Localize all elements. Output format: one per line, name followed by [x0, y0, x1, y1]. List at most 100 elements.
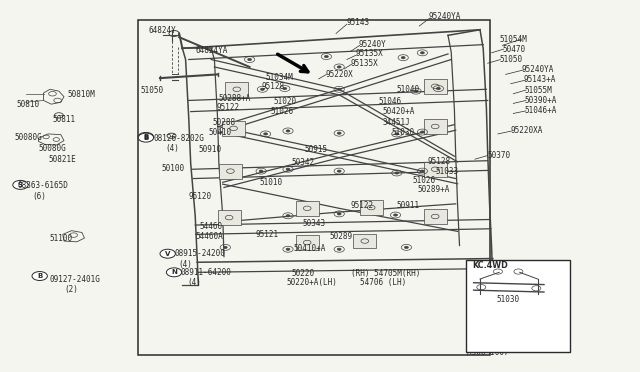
Text: B: B	[143, 135, 148, 141]
Text: 51030: 51030	[496, 295, 519, 304]
Text: 34451J: 34451J	[383, 118, 410, 126]
Text: 95135X: 95135X	[351, 59, 378, 68]
Circle shape	[404, 246, 408, 248]
Text: 50289: 50289	[330, 232, 353, 241]
Text: 50100: 50100	[161, 164, 184, 173]
Circle shape	[420, 52, 424, 54]
Bar	[424, 79, 447, 94]
Circle shape	[264, 133, 268, 135]
Text: 08911-64200: 08911-64200	[180, 268, 231, 277]
Text: 64824Y: 64824Y	[148, 26, 176, 35]
Text: 50220: 50220	[291, 269, 314, 278]
Text: 50420+A: 50420+A	[383, 107, 415, 116]
Text: 08363-6165D: 08363-6165D	[18, 182, 68, 190]
Circle shape	[420, 170, 424, 172]
Text: B: B	[143, 134, 148, 140]
Circle shape	[337, 66, 341, 68]
Text: 51100: 51100	[50, 234, 73, 243]
Text: 95240YA: 95240YA	[522, 65, 554, 74]
Circle shape	[394, 214, 397, 216]
Text: 50289+A: 50289+A	[417, 185, 450, 194]
Text: 50911: 50911	[397, 201, 420, 210]
Text: 50080G: 50080G	[14, 133, 42, 142]
Text: 95240YA: 95240YA	[429, 12, 461, 21]
Text: 50288: 50288	[212, 118, 236, 126]
Circle shape	[223, 246, 227, 248]
Text: (6): (6)	[32, 192, 46, 201]
Text: 50343: 50343	[302, 219, 325, 228]
Circle shape	[401, 57, 405, 59]
Text: 08126-8202G: 08126-8202G	[154, 134, 204, 143]
Text: 54460A: 54460A	[195, 232, 223, 241]
Text: 51040: 51040	[397, 85, 420, 94]
Text: 51034M: 51034M	[266, 73, 293, 82]
Circle shape	[138, 132, 154, 141]
Bar	[222, 121, 245, 136]
Circle shape	[160, 249, 175, 258]
Text: (4): (4)	[165, 144, 179, 153]
Circle shape	[286, 130, 290, 132]
Text: 51026: 51026	[270, 107, 293, 116]
Text: A500 I007: A500 I007	[467, 348, 509, 357]
Text: 50821E: 50821E	[48, 155, 76, 164]
Bar	[218, 210, 241, 225]
Circle shape	[13, 180, 28, 189]
Text: 95122: 95122	[216, 103, 239, 112]
Text: 51046+A: 51046+A	[525, 106, 557, 115]
Circle shape	[337, 132, 341, 134]
Text: 09127-2401G: 09127-2401G	[50, 275, 100, 283]
Text: 51050: 51050	[141, 86, 164, 94]
Text: 51030: 51030	[392, 128, 415, 137]
Circle shape	[248, 58, 252, 61]
Circle shape	[420, 131, 424, 133]
Bar	[353, 234, 376, 248]
Text: 08915-24200: 08915-24200	[174, 249, 225, 258]
Text: 51026: 51026	[413, 176, 436, 185]
Text: 95220X: 95220X	[325, 70, 353, 79]
Bar	[225, 82, 248, 97]
Bar	[219, 164, 242, 179]
Circle shape	[337, 170, 341, 172]
Text: 95122: 95122	[351, 201, 374, 210]
Text: N: N	[171, 269, 177, 275]
Text: 95128: 95128	[261, 82, 284, 91]
Text: 95220XA: 95220XA	[511, 126, 543, 135]
Text: 50390+A: 50390+A	[525, 96, 557, 105]
Text: V: V	[165, 251, 170, 257]
Text: 50910: 50910	[198, 145, 221, 154]
Circle shape	[138, 133, 154, 142]
Text: 50810M: 50810M	[67, 90, 95, 99]
Text: 50342: 50342	[291, 158, 314, 167]
Text: 50370: 50370	[488, 151, 511, 160]
Text: 51055M: 51055M	[525, 86, 552, 94]
Text: 50811: 50811	[52, 115, 76, 124]
Text: S: S	[18, 182, 23, 188]
Text: 54706 (LH): 54706 (LH)	[360, 278, 406, 287]
Text: 95128: 95128	[428, 157, 451, 166]
Circle shape	[166, 268, 182, 277]
Circle shape	[395, 172, 399, 174]
Bar	[466, 260, 570, 352]
Text: (4): (4)	[187, 278, 201, 287]
Text: 51033: 51033	[435, 167, 458, 176]
Circle shape	[414, 90, 418, 92]
Circle shape	[337, 213, 341, 215]
Circle shape	[286, 248, 290, 250]
Bar	[296, 201, 319, 216]
Text: 51054M: 51054M	[499, 35, 527, 44]
Text: 95121: 95121	[256, 230, 279, 239]
Text: 95143+A: 95143+A	[524, 76, 556, 84]
Circle shape	[337, 88, 341, 90]
Text: KC.4WD: KC.4WD	[472, 261, 508, 270]
Bar	[424, 209, 447, 224]
Text: 50810: 50810	[16, 100, 39, 109]
Text: (2): (2)	[64, 285, 78, 294]
Text: 51046: 51046	[379, 97, 402, 106]
Text: 50288+A: 50288+A	[219, 94, 252, 103]
Text: 50080G: 50080G	[38, 144, 66, 153]
Bar	[360, 200, 383, 215]
Circle shape	[32, 272, 47, 280]
Circle shape	[324, 55, 328, 58]
Text: 51050: 51050	[499, 55, 522, 64]
Bar	[424, 119, 447, 134]
